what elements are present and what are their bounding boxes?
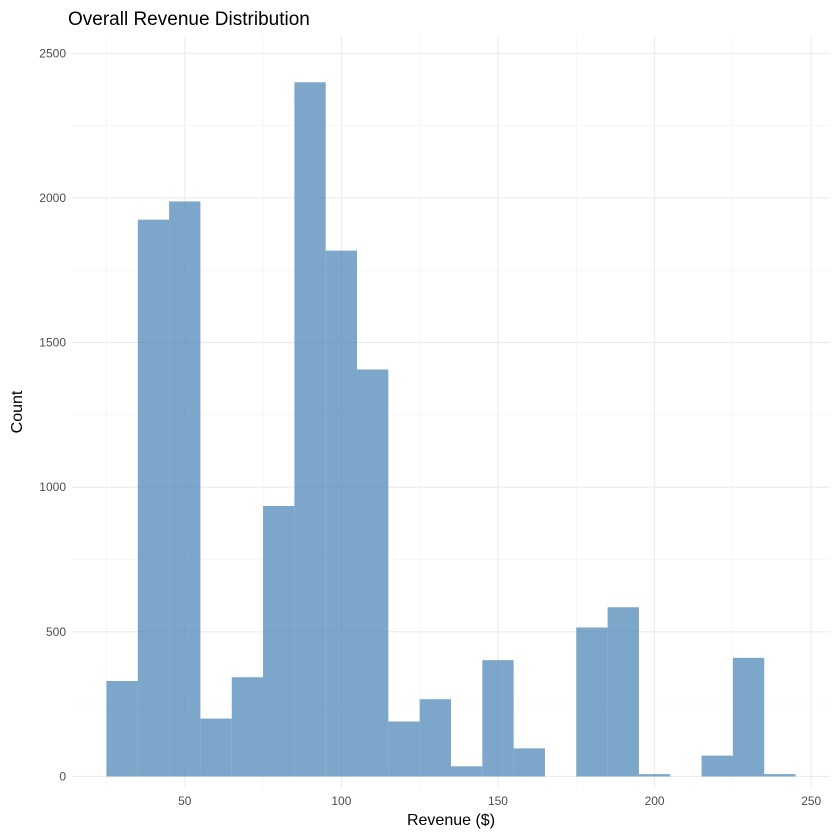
histogram-bar xyxy=(607,607,639,777)
histogram-bar xyxy=(388,721,420,777)
histogram-bar xyxy=(200,718,232,777)
histogram-bar xyxy=(732,657,765,777)
histogram-bar xyxy=(169,201,201,777)
y-tick-label: 1000 xyxy=(39,480,66,494)
histogram-bar xyxy=(294,82,326,777)
histogram-bar xyxy=(263,506,295,777)
y-axis-ticks: 0 500 1000 1500 2000 2500 xyxy=(39,46,66,783)
histogram-bar xyxy=(137,219,170,777)
x-tick-label: 150 xyxy=(488,794,508,808)
x-tick-label: 200 xyxy=(645,794,665,808)
x-tick-label: 100 xyxy=(331,794,351,808)
chart-title: Overall Revenue Distribution xyxy=(68,9,310,30)
histogram-bar xyxy=(231,677,264,777)
x-axis-title: Revenue ($) xyxy=(407,812,495,829)
y-tick-label: 500 xyxy=(46,625,66,639)
histogram-bar xyxy=(419,699,451,777)
y-axis-title: Count xyxy=(9,390,26,433)
histogram-bar xyxy=(513,748,545,777)
x-axis-ticks: 50 100 150 200 250 xyxy=(178,794,821,808)
histogram-bar xyxy=(764,774,796,777)
histogram-bar xyxy=(482,660,514,777)
y-tick-label: 2500 xyxy=(39,46,66,60)
x-tick-label: 250 xyxy=(801,794,821,808)
histogram-bars xyxy=(106,82,796,777)
histogram-bar xyxy=(357,369,389,777)
y-tick-label: 2000 xyxy=(39,191,66,205)
histogram-bar xyxy=(701,755,733,777)
y-tick-label: 0 xyxy=(59,769,66,783)
histogram-bar xyxy=(576,627,608,777)
histogram-bar xyxy=(325,250,358,777)
histogram-bar xyxy=(638,774,671,777)
histogram-bar xyxy=(451,766,483,777)
x-tick-label: 50 xyxy=(178,794,192,808)
y-tick-label: 1500 xyxy=(39,336,66,350)
histogram-bar xyxy=(106,680,138,777)
